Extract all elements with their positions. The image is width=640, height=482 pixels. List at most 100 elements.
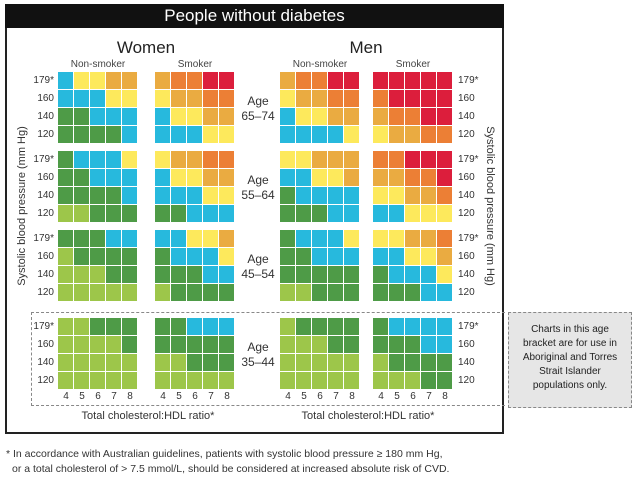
heatmap-cell	[437, 248, 452, 265]
y-tick-label-right: 120	[458, 287, 475, 298]
x-axis-label-men: Total cholesterol:HDL ratio*	[301, 410, 435, 422]
heatmap-cell	[437, 72, 452, 89]
y-tick-label-left: 140	[37, 357, 54, 368]
heatmap-cell	[74, 230, 89, 247]
chart-title: People without diabetes	[5, 4, 504, 28]
heatmap-cell	[155, 230, 170, 247]
heatmap-cell	[328, 336, 343, 353]
x-tick-label: 4	[378, 391, 384, 402]
y-tick-label-right: 160	[458, 251, 475, 262]
heatmap-cell	[219, 336, 234, 353]
heatmap-cell	[90, 205, 105, 222]
heatmap-cell	[328, 151, 343, 168]
y-tick-label-right: 120	[458, 208, 475, 219]
heatmap-cell	[296, 354, 311, 371]
heatmap-cell	[171, 336, 186, 353]
heatmap-cell	[106, 230, 121, 247]
heatmap-cell	[187, 266, 202, 283]
heatmap-cell	[74, 248, 89, 265]
x-tick-label: 8	[224, 391, 230, 402]
men-smoker-label: Smoker	[395, 59, 431, 70]
heatmap-cell	[122, 90, 137, 107]
heatmap-cell	[155, 90, 170, 107]
heatmap-cell	[405, 318, 420, 335]
heatmap-cell	[187, 318, 202, 335]
y-tick-label-left: 160	[37, 93, 54, 104]
y-tick-label-left: 120	[37, 129, 54, 140]
heatmap-cell	[421, 108, 436, 125]
y-tick-label-right: 120	[458, 129, 475, 140]
heatmap-cell	[312, 354, 327, 371]
heatmap-cell	[90, 151, 105, 168]
heatmap-cell	[203, 230, 218, 247]
aboriginal-bracket-note: Charts in this age bracket are for use i…	[508, 312, 632, 408]
age-label: Age 35–44	[233, 340, 283, 370]
y-tick-label-left: 160	[37, 172, 54, 183]
x-tick-label: 7	[333, 391, 339, 402]
heatmap-cell	[405, 108, 420, 125]
y-tick-label-right: 140	[458, 190, 475, 201]
heatmap-cell	[58, 205, 73, 222]
heatmap-cell	[171, 151, 186, 168]
heatmap-cell	[219, 151, 234, 168]
heatmap-cell	[373, 266, 388, 283]
heatmap-cell	[74, 266, 89, 283]
heatmap-cell	[171, 126, 186, 143]
heatmap-cell	[106, 187, 121, 204]
heatmap-cell	[344, 169, 359, 186]
note-line: bracket are for use in	[523, 338, 617, 349]
heatmap-cell	[344, 336, 359, 353]
heatmap-cell	[328, 169, 343, 186]
heatmap-cell	[58, 354, 73, 371]
heatmap-cell	[296, 318, 311, 335]
heatmap-cell	[203, 126, 218, 143]
heatmap-cell	[58, 230, 73, 247]
heatmap-cell	[344, 266, 359, 283]
heatmap-cell	[155, 354, 170, 371]
x-tick-label: 6	[192, 391, 198, 402]
x-tick-label: 5	[176, 391, 182, 402]
age-label-word: Age	[247, 173, 269, 187]
heatmap-cell	[203, 354, 218, 371]
heatmap-cell	[405, 284, 420, 301]
heatmap-cell	[122, 354, 137, 371]
heatmap-cell	[296, 372, 311, 389]
age-range: 45–54	[241, 267, 275, 281]
heatmap-cell	[437, 318, 452, 335]
heatmap-cell	[389, 372, 404, 389]
heatmap-cell	[280, 151, 295, 168]
x-tick-label: 4	[285, 391, 291, 402]
heatmap-cell	[437, 336, 452, 353]
heatmap-cell	[219, 354, 234, 371]
heatmap-cell	[280, 108, 295, 125]
y-tick-label-left: 179*	[33, 321, 54, 332]
women-heading: Women	[116, 38, 176, 57]
heatmap-cell	[373, 126, 388, 143]
heatmap-cell	[203, 266, 218, 283]
heatmap-cell	[312, 90, 327, 107]
heatmap-cell	[296, 284, 311, 301]
heatmap-cell	[106, 72, 121, 89]
heatmap-cell	[280, 230, 295, 247]
heatmap-cell	[90, 336, 105, 353]
heatmap-cell	[373, 151, 388, 168]
heatmap-cell	[171, 72, 186, 89]
heatmap-cell	[155, 336, 170, 353]
heatmap-cell	[405, 248, 420, 265]
x-tick-label: 5	[394, 391, 400, 402]
heatmap-cell	[312, 230, 327, 247]
heatmap-cell	[74, 187, 89, 204]
heatmap-cell	[122, 169, 137, 186]
heatmap-cell	[203, 151, 218, 168]
x-tick-label: 7	[208, 391, 214, 402]
heatmap-cell	[437, 151, 452, 168]
heatmap-cell	[203, 90, 218, 107]
heatmap-cell	[344, 126, 359, 143]
heatmap-cell	[280, 336, 295, 353]
y-tick-label-right: 120	[458, 375, 475, 386]
y-tick-label-left: 179*	[33, 154, 54, 165]
heatmap-cell	[122, 230, 137, 247]
heatmap-cell	[312, 187, 327, 204]
heatmap-cell	[155, 126, 170, 143]
heatmap-cell	[90, 169, 105, 186]
